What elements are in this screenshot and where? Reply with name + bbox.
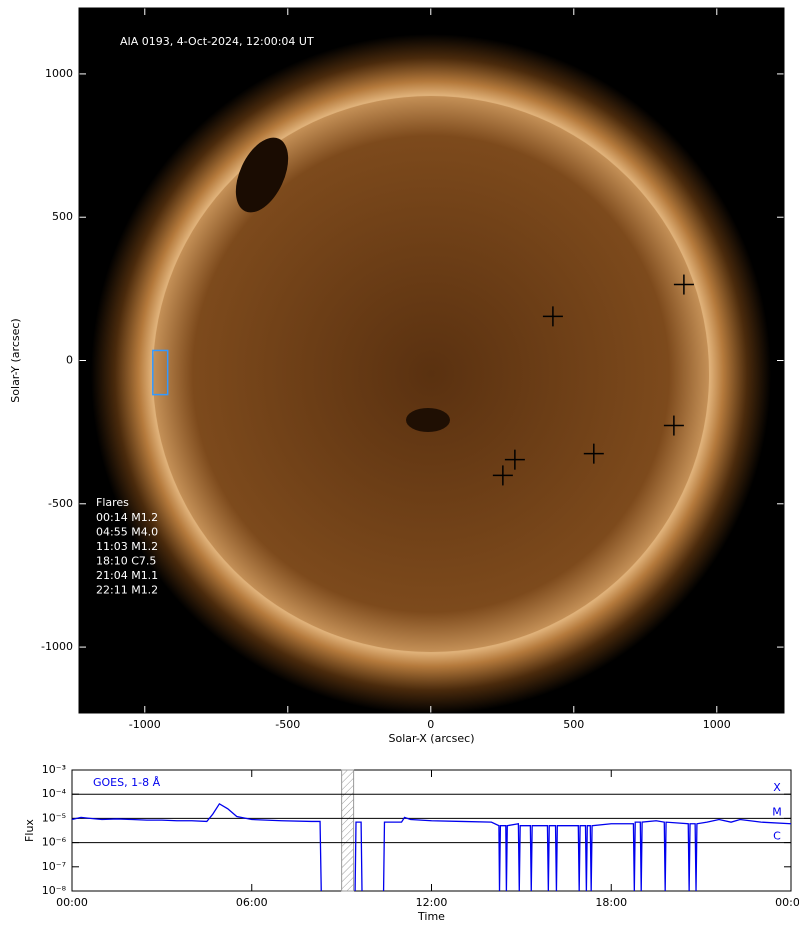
flare-list-item: 18:10 C7.5 [96, 555, 156, 568]
y-tick-label: 10⁻³ [42, 763, 66, 776]
x-tick-label: 1000 [703, 718, 731, 731]
x-tick-label: 00:00 [775, 896, 799, 909]
y-axis-label: Flux [23, 819, 36, 842]
y-tick-label: 10⁻⁵ [42, 811, 66, 824]
y-tick-label: 500 [52, 210, 73, 223]
x-tick-label: 06:00 [236, 896, 268, 909]
x-tick-label: 500 [563, 718, 584, 731]
flare-list-title: Flares [96, 496, 129, 509]
class-level-label: C [773, 830, 781, 843]
x-tick-label: 00:00 [56, 896, 88, 909]
y-tick-label: 10⁻⁷ [42, 860, 66, 873]
plot-frame [71, 769, 792, 892]
solar-image [79, 8, 784, 713]
region-box [152, 349, 169, 396]
flare-list-item: 22:11 M1.2 [96, 584, 158, 597]
legend-label: GOES, 1-8 Å [93, 776, 161, 789]
y-axis-label: Solar-Y (arcsec) [9, 318, 22, 402]
x-tick-label: 18:00 [595, 896, 627, 909]
coronal-hole [235, 137, 289, 213]
image-axes: -1000 -500 0 500 1000 -1000 -500 0 500 1000 Solar-… [9, 7, 785, 745]
y-tick-label: 10⁻⁸ [42, 884, 67, 897]
time-highlight [341, 769, 355, 892]
x-tick-label: 12:00 [416, 896, 448, 909]
flare-list-item: 04:55 M4.0 [96, 526, 158, 539]
dark-region [406, 408, 450, 432]
flux-line [71, 802, 792, 892]
class-level-label: X [773, 781, 781, 794]
x-axis-label: Time [417, 910, 445, 923]
y-tick-label: -1000 [41, 640, 73, 653]
solar-disk [153, 96, 709, 652]
annotation: AIA 0193, 4-Oct-2024, 12:00:04 UT [120, 35, 314, 48]
plot-frame [78, 7, 785, 714]
x-tick-label: 0 [427, 718, 434, 731]
y-tick-label: 10⁻⁴ [42, 787, 67, 800]
flare-list-item: 21:04 M1.1 [96, 569, 158, 582]
flare-list-item: 00:14 M1.2 [96, 511, 158, 524]
y-tick-label: 1000 [45, 67, 73, 80]
y-tick-label: 10⁻⁶ [42, 836, 67, 849]
class-level-label: M [772, 805, 782, 818]
goes-axes: 00:0006:0012:0018:0000:0010⁻⁸10⁻⁷10⁻⁶10⁻… [23, 763, 799, 923]
x-tick-label: -500 [275, 718, 300, 731]
y-tick-label: -500 [48, 497, 73, 510]
flare-list-item: 11:03 M1.2 [96, 540, 158, 553]
y-tick-label: 0 [66, 354, 73, 367]
x-axis-label: Solar-X (arcsec) [389, 732, 475, 745]
x-tick-label: -1000 [129, 718, 161, 731]
